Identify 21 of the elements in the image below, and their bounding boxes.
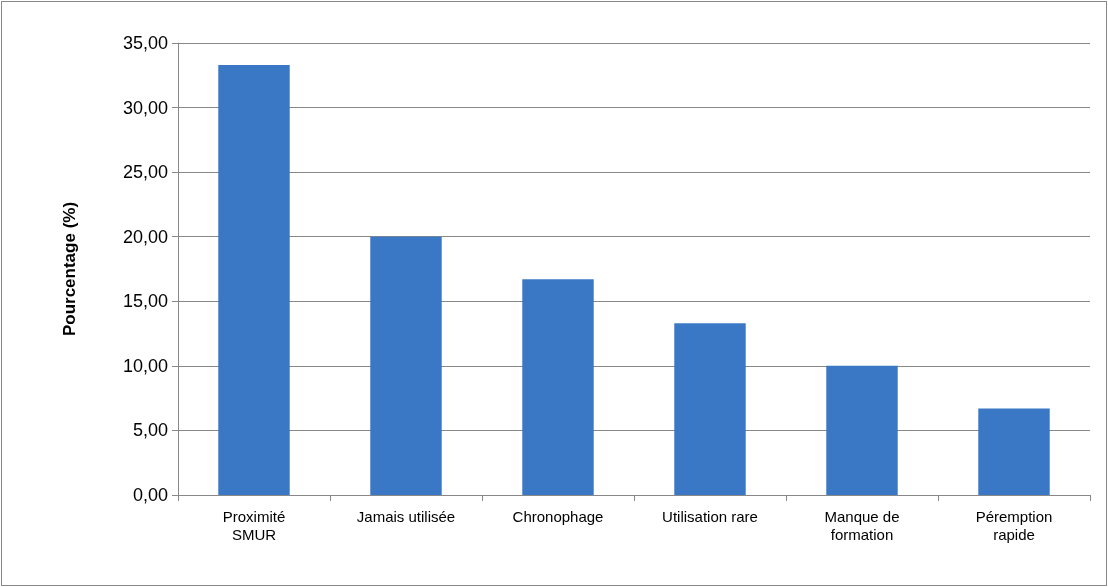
y-tick-label: 25,00	[122, 162, 168, 183]
y-tick-label: 0,00	[132, 485, 168, 505]
x-tick-label: Proximité SMUR	[222, 507, 286, 543]
bar	[826, 365, 898, 495]
x-tick-label: Utilisation rare	[662, 507, 758, 525]
y-tick-label: 30,00	[122, 97, 168, 118]
bar	[218, 64, 290, 495]
y-tick-label: 5,00	[132, 420, 168, 441]
x-tick-label: Chronophage	[512, 507, 604, 525]
x-tick-label: Manque de formation	[824, 507, 900, 543]
bar	[978, 408, 1050, 495]
x-tick-label: Jamais utilisée	[356, 507, 456, 525]
y-tick-label: 15,00	[122, 291, 168, 312]
y-axis-title: Pourcentage (%)	[60, 201, 79, 337]
bar	[674, 323, 746, 495]
y-tick-label: 20,00	[122, 226, 168, 247]
y-tick-label: 35,00	[122, 33, 168, 53]
x-tick-label: Péremption rapide	[975, 507, 1053, 543]
bar	[370, 236, 442, 495]
bar	[522, 279, 594, 495]
y-tick-label: 10,00	[122, 355, 168, 376]
